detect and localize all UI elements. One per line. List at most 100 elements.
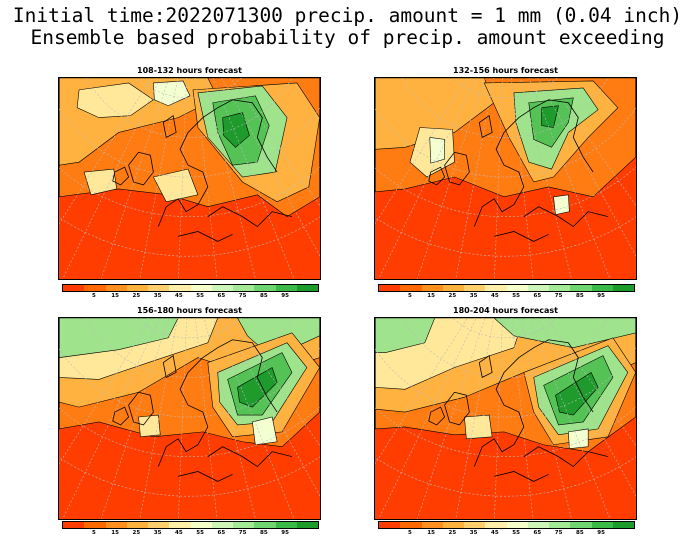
- colorbar-tick-label: 5: [407, 293, 412, 299]
- colorbar-swatch: [105, 285, 127, 291]
- colorbar-tick-label: 95: [597, 293, 605, 299]
- forecast-map-156-180: [58, 317, 321, 520]
- figure-title-line2: Ensemble based probability of precip. am…: [30, 26, 665, 49]
- colorbar-tick-label: 75: [554, 530, 563, 536]
- colorbar-tick-label: 15: [111, 530, 119, 536]
- colorbar-swatch: [254, 285, 276, 291]
- colorbar-swatch: [591, 285, 613, 291]
- colorbar-swatch: [612, 285, 634, 291]
- colorbar-swatch: [612, 522, 634, 528]
- coastlines: [428, 99, 609, 242]
- colorbar-swatch: [464, 522, 486, 528]
- colorbar-labels-2: 5 15 25 35 45 55 65 75 85 95: [378, 293, 633, 301]
- probability-field: [59, 78, 320, 279]
- colorbar-tick-label: 55: [512, 530, 520, 536]
- colorbar-swatch: [63, 285, 85, 291]
- colorbar-swatch: [148, 285, 170, 291]
- panel-title-4: 180-204 hours forecast: [453, 306, 558, 315]
- colorbar-labels-1: 5 15 25 35 45 55 65 75 85 95: [62, 293, 317, 301]
- colorbar-1: [62, 284, 319, 292]
- colorbar-3: [62, 521, 319, 529]
- colorbar-swatch: [275, 285, 297, 291]
- colorbar-tick-label: 25: [448, 530, 457, 536]
- colorbar-swatch: [126, 522, 148, 528]
- colorbar-swatch: [442, 285, 464, 291]
- coastlines: [428, 339, 609, 482]
- figure-title-line1: Initial time:2022071300 precip. amount =…: [12, 4, 683, 27]
- colorbar-tick-label: 45: [175, 530, 183, 536]
- colorbar-tick-label: 35: [153, 530, 162, 536]
- lat-lon-grid: [375, 318, 636, 519]
- colorbar-swatch: [211, 285, 233, 291]
- colorbar-swatch: [591, 522, 613, 528]
- colorbar-tick-label: 35: [153, 293, 162, 299]
- colorbar-tick-label: 45: [175, 293, 183, 299]
- colorbar-swatch: [296, 285, 318, 291]
- colorbar-swatch: [400, 285, 422, 291]
- colorbar-swatch: [485, 285, 507, 291]
- forecast-map-180-204: [374, 317, 637, 520]
- colorbar-tick-label: 85: [260, 530, 268, 536]
- colorbar-swatch: [169, 522, 191, 528]
- panel-title-3: 156-180 hours forecast: [137, 306, 242, 315]
- colorbar-tick-label: 15: [111, 293, 119, 299]
- colorbar-tick-label: 25: [448, 293, 457, 299]
- colorbar-swatch: [379, 522, 401, 528]
- colorbar-swatch: [527, 522, 549, 528]
- colorbar-swatch: [421, 285, 443, 291]
- colorbar-swatch: [84, 522, 106, 528]
- colorbar-swatch: [464, 285, 486, 291]
- colorbar-swatch: [549, 285, 571, 291]
- colorbar-swatch: [211, 522, 233, 528]
- colorbar-4: [378, 521, 635, 529]
- colorbar-swatch: [379, 285, 401, 291]
- colorbar-tick-label: 45: [491, 293, 499, 299]
- forecast-map-108-132: [58, 77, 321, 280]
- colorbar-tick-label: 45: [491, 530, 499, 536]
- colorbar-tick-label: 5: [407, 530, 412, 536]
- colorbar-labels-4: 5 15 25 35 45 55 65 75 85 95: [378, 530, 633, 538]
- colorbar-swatch: [549, 522, 571, 528]
- panel-title-1: 108-132 hours forecast: [137, 66, 242, 75]
- colorbar-swatch: [169, 285, 191, 291]
- colorbar-swatch: [233, 522, 255, 528]
- colorbar-swatch: [400, 522, 422, 528]
- probability-field: [375, 318, 636, 519]
- colorbar-tick-label: 55: [196, 530, 204, 536]
- colorbar-tick-label: 95: [281, 293, 289, 299]
- lat-lon-grid: [59, 78, 320, 279]
- lat-lon-grid: [375, 78, 636, 279]
- colorbar-tick-label: 5: [91, 530, 96, 536]
- colorbar-tick-label: 25: [132, 530, 141, 536]
- colorbar-swatch: [84, 285, 106, 291]
- colorbar-tick-label: 25: [132, 293, 141, 299]
- colorbar-swatch: [421, 522, 443, 528]
- colorbar-swatch: [442, 522, 464, 528]
- colorbar-swatch: [527, 285, 549, 291]
- colorbar-swatch: [275, 522, 297, 528]
- colorbar-swatch: [126, 285, 148, 291]
- colorbar-swatch: [570, 285, 592, 291]
- colorbar-tick-label: 15: [427, 293, 435, 299]
- colorbar-swatch: [190, 285, 212, 291]
- colorbar-tick-label: 75: [238, 530, 247, 536]
- colorbar-swatch: [233, 285, 255, 291]
- colorbar-tick-label: 35: [469, 530, 478, 536]
- colorbar-swatch: [105, 522, 127, 528]
- colorbar-tick-label: 65: [533, 293, 542, 299]
- colorbar-tick-label: 85: [576, 293, 584, 299]
- colorbar-tick-label: 65: [217, 293, 226, 299]
- colorbar-tick-label: 55: [512, 293, 520, 299]
- colorbar-tick-label: 65: [217, 530, 226, 536]
- colorbar-swatch: [506, 522, 528, 528]
- colorbar-tick-label: 65: [533, 530, 542, 536]
- colorbar-swatch: [254, 522, 276, 528]
- colorbar-swatch: [296, 522, 318, 528]
- colorbar-2: [378, 284, 635, 292]
- colorbar-tick-label: 75: [554, 293, 563, 299]
- coastlines: [112, 339, 293, 482]
- colorbar-swatch: [570, 522, 592, 528]
- colorbar-tick-label: 85: [576, 530, 584, 536]
- panel-title-2: 132-156 hours forecast: [453, 66, 558, 75]
- colorbar-tick-label: 15: [427, 530, 435, 536]
